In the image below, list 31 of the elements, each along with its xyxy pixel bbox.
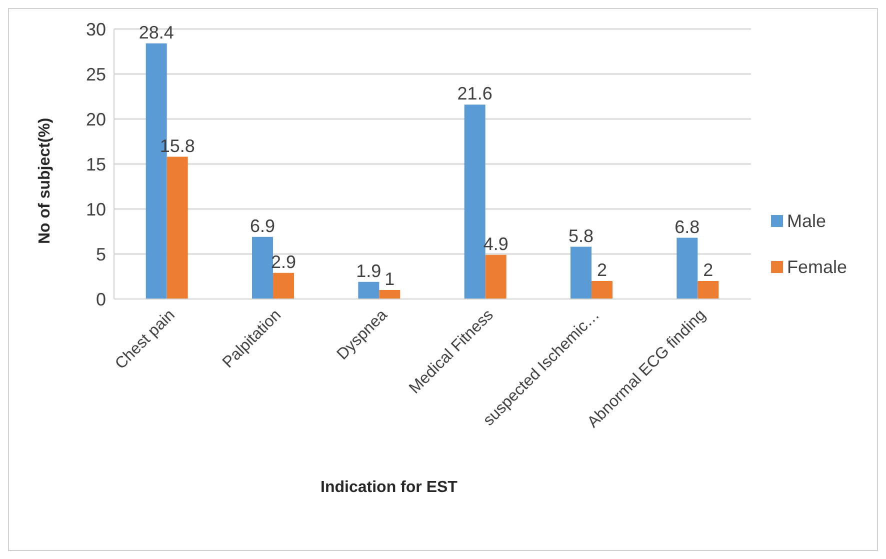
bar bbox=[485, 254, 506, 299]
bar bbox=[358, 282, 380, 299]
data-label: 2 bbox=[703, 260, 714, 280]
data-label: 2 bbox=[596, 260, 607, 280]
y-tick-label: 20 bbox=[86, 109, 106, 130]
data-label: 1.9 bbox=[356, 260, 382, 281]
bar bbox=[273, 272, 294, 299]
bar bbox=[166, 156, 188, 299]
legend-label: Male bbox=[786, 210, 827, 233]
bar bbox=[591, 281, 612, 299]
y-axis-title: No of subject(%) bbox=[36, 118, 54, 244]
y-tick-label: 5 bbox=[96, 244, 106, 264]
bar bbox=[676, 238, 698, 299]
bar bbox=[698, 281, 719, 299]
legend-label: Female bbox=[786, 256, 847, 279]
bar bbox=[379, 290, 400, 299]
data-label: 6.8 bbox=[674, 216, 700, 237]
data-label: 5.8 bbox=[568, 226, 594, 246]
y-tick-label: 15 bbox=[86, 154, 106, 174]
data-label: 6.9 bbox=[250, 216, 276, 236]
data-label: 28.4 bbox=[138, 22, 174, 42]
y-tick-label: 30 bbox=[86, 19, 106, 40]
bar bbox=[464, 104, 486, 299]
bar bbox=[570, 246, 592, 299]
y-tick-label: 25 bbox=[86, 64, 106, 84]
y-tick-label: 0 bbox=[96, 289, 106, 310]
data-label: 1 bbox=[384, 269, 395, 289]
x-axis-title: Indication for EST bbox=[320, 479, 458, 497]
bar bbox=[252, 236, 274, 299]
y-tick-label: 10 bbox=[86, 199, 106, 220]
data-label: 21.6 bbox=[457, 84, 492, 104]
